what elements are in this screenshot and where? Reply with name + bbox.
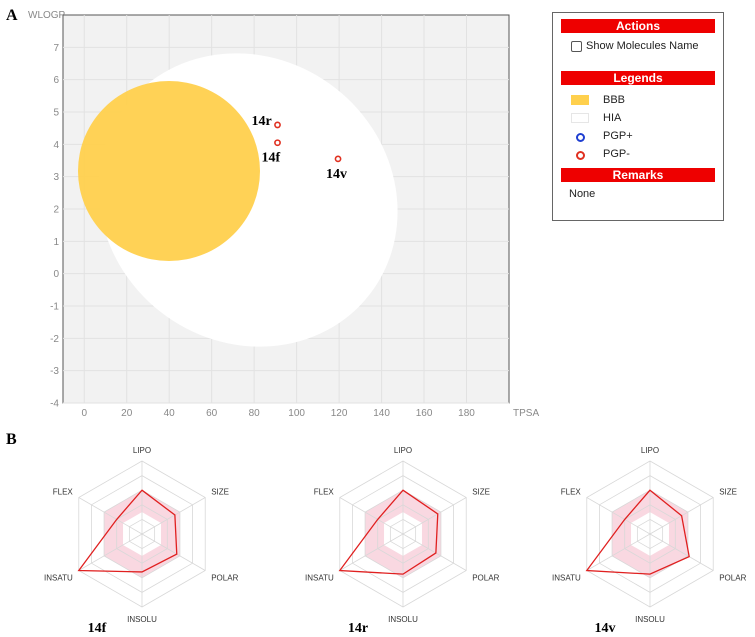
show-names-label: Show Molecules Name	[586, 40, 699, 52]
y-tick-label: 1	[53, 237, 59, 248]
radar-axis-label-insolu: INSOLU	[127, 615, 157, 624]
y-tick-label: -2	[50, 334, 59, 345]
radar-axis-label-size: SIZE	[472, 488, 490, 497]
y-tick-label: 5	[53, 108, 59, 119]
point-label-14v: 14v	[326, 167, 347, 182]
x-axis-title: TPSA	[513, 408, 539, 419]
y-tick-label: -4	[50, 399, 59, 410]
radar-axis-label-polar: POLAR	[719, 574, 746, 583]
actions-header: Actions	[561, 19, 715, 33]
legends-header: Legends	[561, 71, 715, 85]
y-tick-label: 6	[53, 75, 59, 86]
legend-label-pgp-plus: PGP+	[603, 130, 633, 142]
radar-axis-label-insatu: INSATU	[552, 574, 581, 583]
radar-axis-label-lipo: LIPO	[641, 446, 659, 455]
point-14r	[274, 121, 281, 129]
x-tick-label: 160	[416, 408, 433, 419]
radar-14v: LIPO SIZE POLAR INSOLU INSATU FLEX 14v	[552, 446, 747, 636]
radar-axis-label-size: SIZE	[719, 488, 737, 497]
radar-series-14v	[585, 489, 690, 575]
radar-14r: LIPO SIZE POLAR INSOLU INSATU FLEX 14r	[305, 446, 500, 636]
radar-axis-label-flex: FLEX	[561, 488, 582, 497]
x-tick-label: 40	[164, 408, 176, 419]
y-tick-label: 7	[53, 43, 59, 54]
panel-label-b: B	[6, 431, 17, 448]
radar-spoke	[586, 533, 651, 571]
point-label-14f: 14f	[262, 151, 281, 166]
radar-axis-label-lipo: LIPO	[133, 446, 151, 455]
radar-axis-label-insatu: INSATU	[44, 574, 73, 583]
radar-title-14f: 14f	[88, 621, 107, 636]
point-14v	[334, 155, 342, 163]
y-tick-label: -3	[50, 366, 59, 377]
x-tick-label: 20	[121, 408, 133, 419]
y-tick-label: 3	[53, 172, 59, 183]
pgp-minus-legend-marker	[576, 151, 585, 160]
regions	[78, 53, 398, 347]
radar-axis-label-flex: FLEX	[53, 488, 74, 497]
radar-spoke	[339, 533, 404, 571]
radar-series-14r	[338, 489, 439, 575]
radar-spoke	[78, 497, 143, 535]
point-14f	[274, 139, 281, 147]
y-tick-label: -1	[50, 302, 59, 313]
legend-label-bbb: BBB	[603, 94, 626, 106]
y-axis-ticks: -4 -3 -2 -1 0 1 2 3 4 5 6 7	[50, 43, 59, 410]
radar-axis-label-flex: FLEX	[314, 488, 335, 497]
radar-axis-label-polar: POLAR	[472, 574, 499, 583]
radar-title-14v: 14v	[595, 621, 616, 636]
radar-spoke	[586, 497, 651, 535]
x-tick-label: 140	[373, 408, 390, 419]
radar-spoke	[339, 497, 404, 535]
radar-axis-label-insolu: INSOLU	[388, 615, 418, 624]
radar-axis-label-insolu: INSOLU	[635, 615, 665, 624]
legend-label-hia: HIA	[603, 112, 622, 124]
x-tick-label: 120	[331, 408, 348, 419]
x-tick-label: 0	[81, 408, 87, 419]
radar-axis-label-insatu: INSATU	[305, 574, 334, 583]
panel-label-a: A	[6, 7, 18, 24]
bbb-region	[78, 81, 260, 261]
radar-title-14r: 14r	[348, 621, 368, 636]
radar-spoke	[402, 497, 467, 535]
side-panel: Actions Show Molecules Name Legends BBB …	[552, 12, 724, 221]
radar-axis-label-size: SIZE	[211, 488, 229, 497]
show-names-checkbox[interactable]	[571, 41, 582, 52]
radar-spoke	[141, 497, 206, 535]
x-tick-label: 60	[206, 408, 218, 419]
pgp-plus-legend-marker	[576, 133, 585, 142]
bbb-legend-swatch	[571, 95, 589, 105]
y-tick-label: 0	[53, 269, 59, 280]
radar-series-14f	[77, 489, 178, 573]
x-axis-ticks: 0 20 40 60 80 100 120 140 160 180	[81, 408, 475, 419]
legend-label-pgp-minus: PGP-	[603, 148, 630, 160]
radar-14f: LIPO SIZE POLAR INSOLU INSATU FLEX 14f	[44, 446, 239, 636]
y-tick-label: 4	[53, 140, 59, 151]
boiled-egg-chart: 0 20 40 60 80 100 120 140 160 180 -4 -3 -2 -1 0 1 2 3 4 5 6…	[28, 10, 539, 419]
y-axis-title: WLOGP	[28, 10, 66, 21]
radar-spoke	[649, 533, 714, 571]
hia-legend-swatch	[571, 113, 589, 123]
x-tick-label: 100	[288, 408, 305, 419]
data-points: 14r 14f 14v	[252, 114, 348, 182]
x-tick-label: 80	[249, 408, 261, 419]
remarks-header: Remarks	[561, 168, 715, 182]
x-tick-label: 180	[458, 408, 475, 419]
radar-axis-label-polar: POLAR	[211, 574, 238, 583]
radar-axis-label-lipo: LIPO	[394, 446, 412, 455]
radar-spoke	[402, 533, 467, 571]
remarks-text: None	[569, 188, 596, 200]
radar-spoke	[141, 533, 206, 571]
radar-spoke	[78, 533, 143, 571]
point-label-14r: 14r	[252, 114, 272, 129]
bioavailability-radars: LIPO SIZE POLAR INSOLU INSATU FLEX 14f LIPO SIZE…	[44, 446, 747, 636]
y-tick-label: 2	[53, 205, 59, 216]
